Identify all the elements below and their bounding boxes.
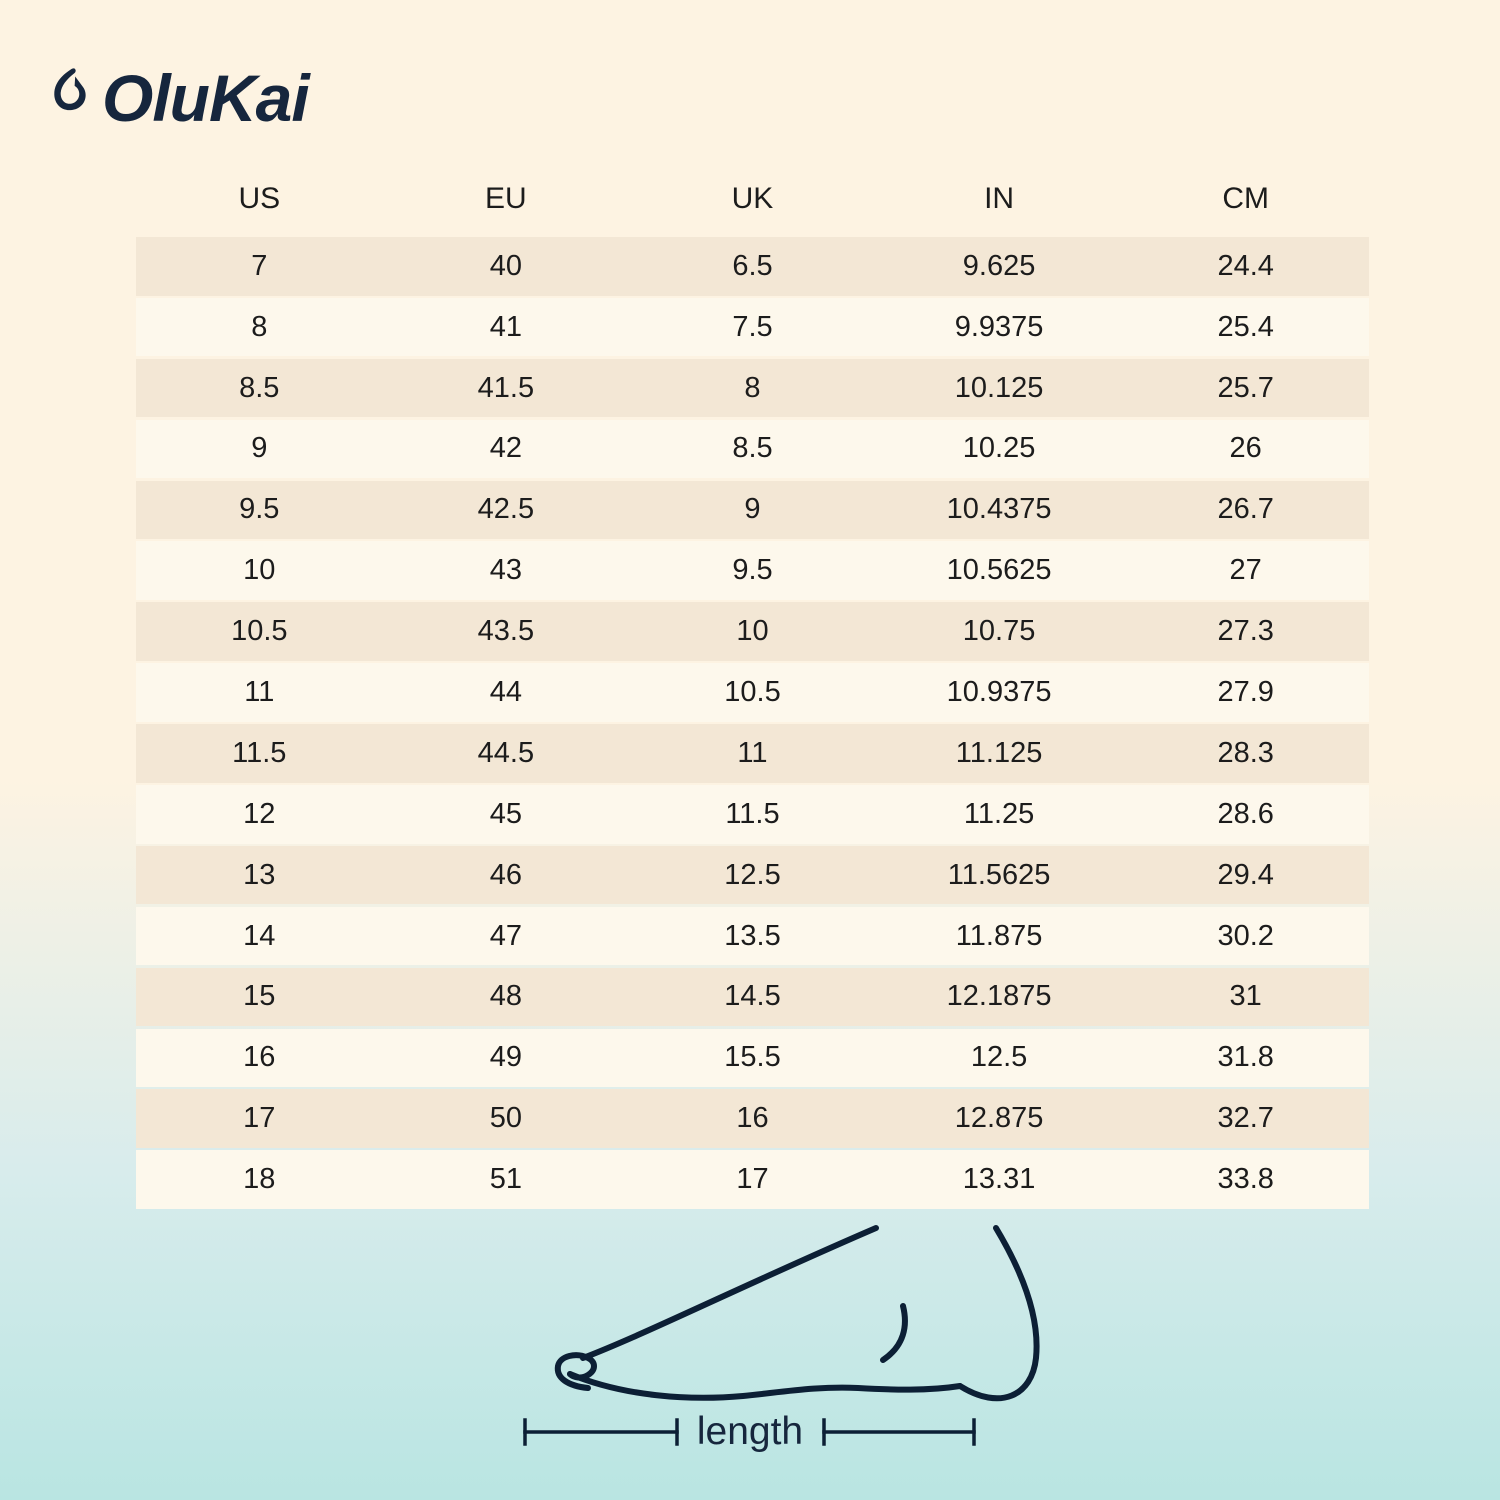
svg-text:length: length — [697, 1410, 803, 1453]
